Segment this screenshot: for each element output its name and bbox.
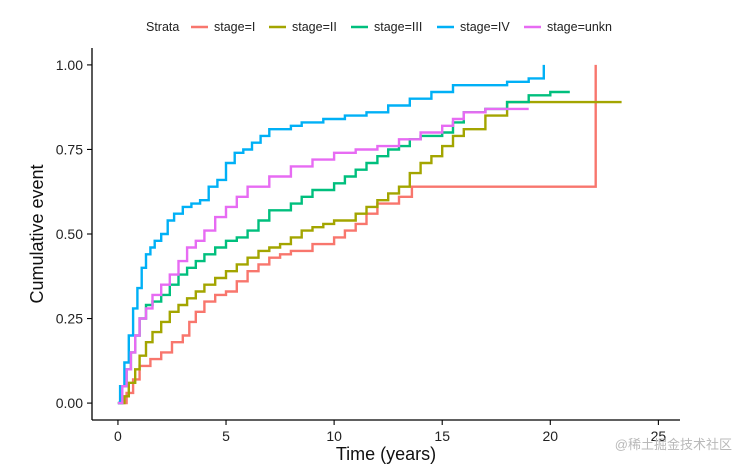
legend-label: stage=IV (460, 20, 510, 34)
series-line-stage-iv (117, 64, 545, 405)
x-tick-label: 5 (222, 428, 230, 444)
legend-label: stage=III (374, 20, 422, 34)
legend-title: Strata (146, 20, 179, 34)
x-tick-label: 20 (543, 428, 559, 444)
legend-label: stage=I (214, 20, 255, 34)
x-axis-title: Time (years) (336, 444, 436, 464)
legend-label: stage=unkn (547, 20, 612, 34)
plot-area (117, 64, 622, 405)
axes: 0 5 10 15 20 25 0.00 0.25 0.50 0.75 1.00 (56, 48, 680, 444)
legend-label: stage=II (292, 20, 337, 34)
series-line-stage-iii (117, 90, 570, 405)
series-line-stage-ii (117, 100, 622, 405)
y-tick-label: 0.50 (56, 226, 83, 242)
series-line-stage-i (117, 64, 597, 405)
y-tick-label: 0.00 (56, 395, 83, 411)
legend: Strata stage=I stage=II stage=III stage=IV st… (146, 20, 612, 34)
y-axis-title: Cumulative event (27, 164, 47, 303)
x-tick-label: 25 (651, 428, 667, 444)
x-tick-label: 0 (114, 428, 122, 444)
series-line-stage-unkn (117, 107, 529, 405)
y-tick-label: 1.00 (56, 57, 83, 73)
x-tick-label: 10 (326, 428, 342, 444)
watermark: @稀土掘金技术社区 (614, 437, 732, 452)
x-tick-label: 15 (434, 428, 450, 444)
y-tick-label: 0.75 (56, 141, 83, 157)
y-tick-label: 0.25 (56, 311, 83, 327)
